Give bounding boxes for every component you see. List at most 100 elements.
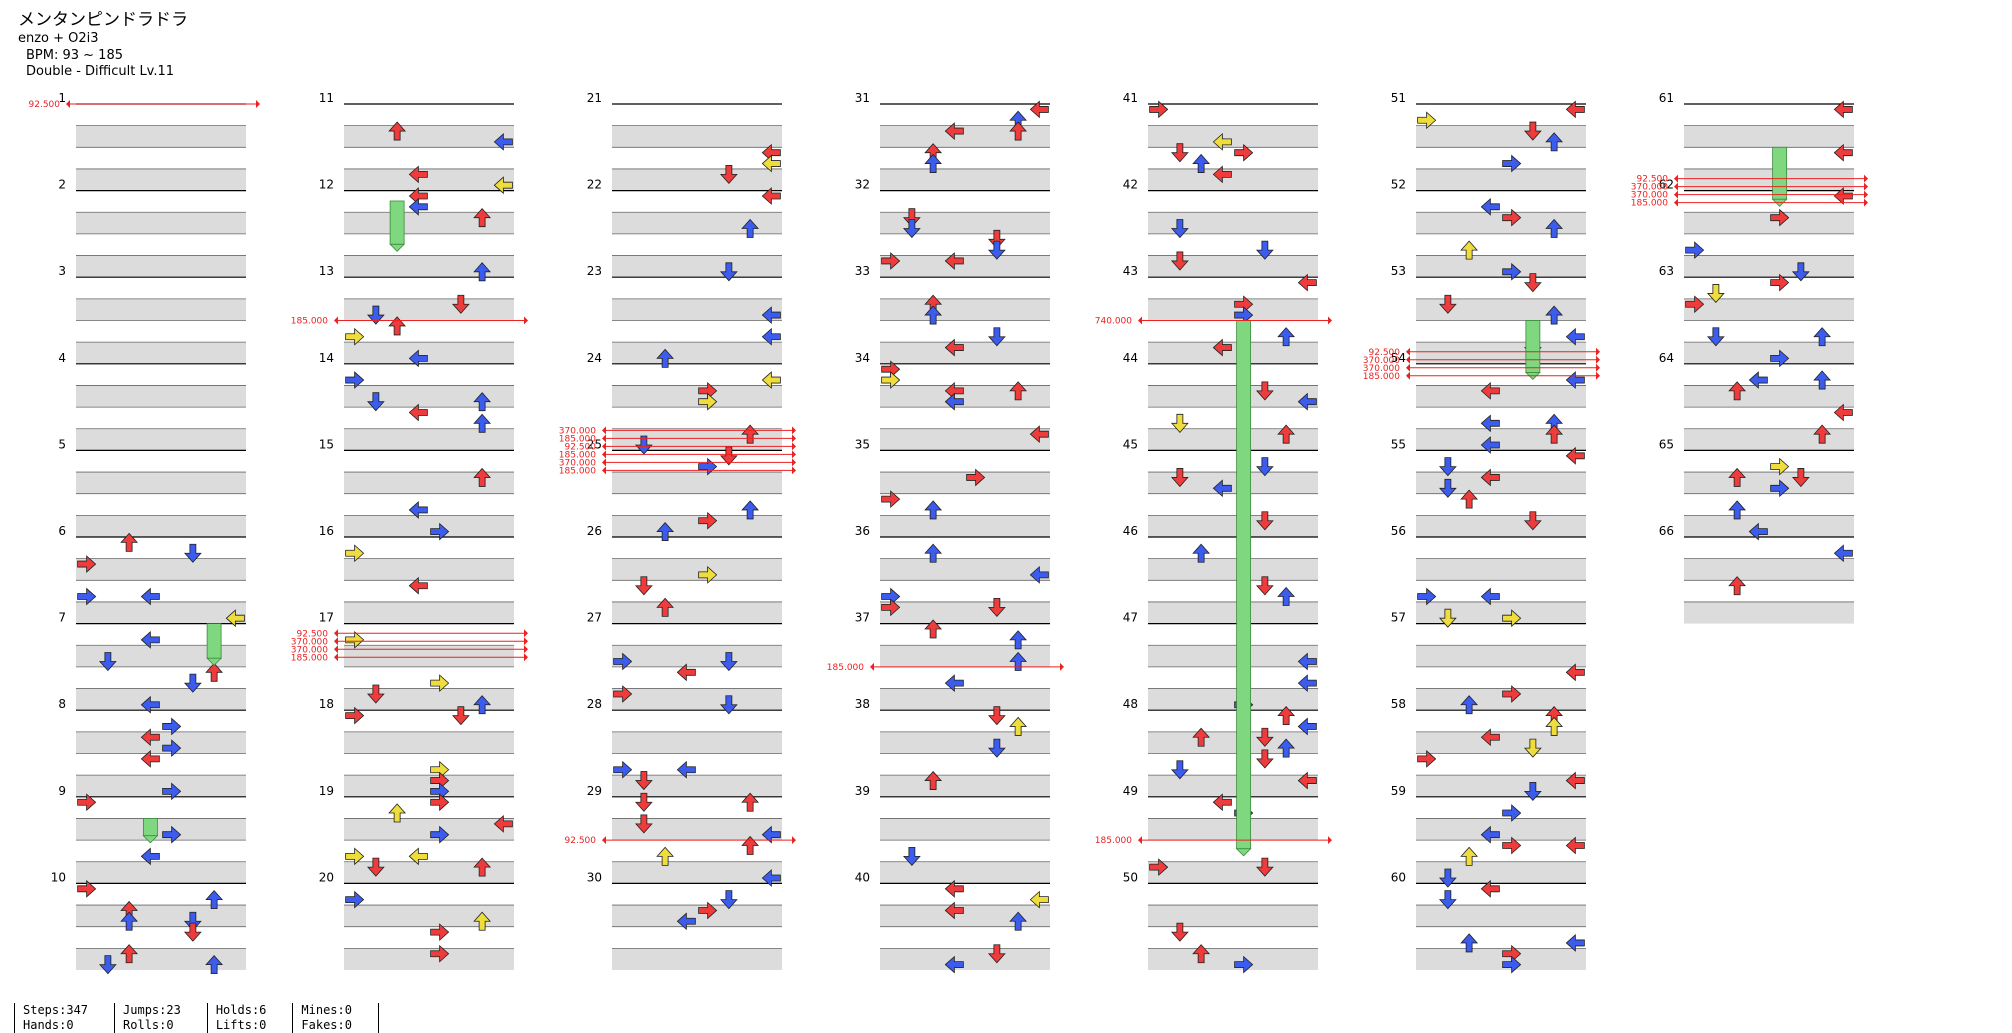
bpm-label: 92.500 [297, 629, 329, 639]
stats-group-mines: Mines:0 Fakes:0 [292, 1003, 374, 1033]
measure-number: 8 [58, 697, 66, 711]
step-arrow [656, 521, 675, 541]
beat-band [1148, 212, 1318, 234]
beat-band [880, 298, 1050, 321]
step-arrow [1523, 121, 1542, 141]
step-arrow [656, 348, 675, 368]
step-arrow [881, 598, 901, 617]
step-arrow [493, 814, 513, 833]
measure-number: 45 [1123, 437, 1138, 451]
beat-band [76, 948, 246, 970]
beat-band [880, 688, 1050, 711]
beat-band [612, 428, 782, 451]
step-arrow [1480, 728, 1500, 747]
bpm-marker-right [1864, 198, 1868, 207]
bpm-label: 370.000 [291, 645, 328, 655]
step-arrow [1833, 100, 1853, 119]
beat-band [1416, 125, 1586, 148]
step-arrow [1480, 468, 1500, 487]
measure-number: 30 [587, 870, 602, 884]
step-arrow [1565, 327, 1585, 346]
beat-band [344, 298, 514, 321]
step-arrow [388, 803, 407, 823]
beat-band [76, 472, 246, 494]
beat-band [344, 775, 514, 797]
beat-band [344, 601, 514, 624]
measure-number: 22 [587, 178, 602, 192]
hold-tail [142, 835, 159, 844]
step-arrow [1833, 187, 1853, 205]
bpm-marker-left [602, 450, 606, 459]
beat-band [344, 168, 514, 191]
step-arrow [451, 294, 470, 314]
beat-band [880, 558, 1050, 581]
beat-band [1148, 125, 1318, 148]
step-arrow [408, 403, 428, 422]
song-header: メンタンピンドラドラ enzo + O2i3 BPM: 93 ~ 185 Dou… [18, 10, 188, 80]
step-arrow [1438, 890, 1457, 910]
step-arrow [698, 565, 718, 584]
step-arrow [1297, 771, 1317, 790]
beat-band [1684, 168, 1854, 191]
beat-band [344, 515, 514, 537]
step-arrow [1480, 825, 1500, 844]
bpm-label: 92.500 [565, 442, 597, 452]
beat-band [76, 775, 246, 797]
step-arrow [881, 371, 901, 389]
step-arrow [987, 240, 1006, 260]
step-arrow [1170, 413, 1189, 433]
stats-footer: Steps:347 Hands:0 Jumps:23 Rolls:0 Holds… [14, 1003, 391, 1033]
beat-band [1684, 298, 1854, 321]
measure-number: 40 [855, 870, 870, 884]
beat-band [344, 255, 514, 278]
step-arrow [1502, 955, 1522, 974]
bpm-marker-right [792, 450, 796, 459]
measure-number: 28 [587, 697, 602, 711]
step-arrow [366, 684, 385, 704]
step-arrow [408, 165, 428, 184]
measure-number: 18 [319, 697, 334, 711]
bpm-marker-right [792, 836, 796, 845]
measure-number: 20 [319, 870, 334, 884]
bpm-marker-right [256, 100, 260, 108]
bpm-label: 185.000 [1095, 836, 1132, 846]
beat-band [1148, 342, 1318, 364]
step-arrow [761, 869, 781, 887]
hold-body [1772, 146, 1788, 200]
step-arrow [719, 695, 738, 715]
step-arrow [1502, 836, 1522, 855]
step-arrow [719, 262, 738, 282]
beat-band [76, 298, 246, 321]
measure-number: 43 [1123, 264, 1138, 278]
step-arrow [1728, 467, 1747, 487]
measure-number: 56 [1391, 524, 1406, 538]
hold-tail [389, 243, 406, 252]
beat-band [76, 731, 246, 754]
step-arrow [1417, 111, 1437, 130]
beat-band [880, 645, 1050, 667]
beat-band [76, 861, 246, 884]
bpm-marker-right [1864, 174, 1868, 183]
bpm-marker-left [1138, 316, 1142, 325]
step-arrow [944, 955, 964, 974]
beat-band [1416, 515, 1586, 537]
measure-number: 34 [855, 351, 870, 365]
step-arrow [1480, 381, 1500, 400]
step-arrow [1255, 240, 1274, 260]
step-arrow [944, 879, 964, 898]
step-arrow [676, 912, 696, 931]
bpm-marker-left [602, 442, 606, 451]
bpm-label: 370.000 [1631, 191, 1668, 201]
measure-number: 9 [58, 784, 66, 798]
step-arrow [1502, 609, 1522, 628]
step-arrow [1297, 273, 1317, 292]
measure-number: 7 [58, 611, 66, 625]
measure-number: 65 [1659, 437, 1674, 451]
beat-band [1148, 558, 1318, 581]
measure-number: 63 [1659, 264, 1674, 278]
bpm-marker-right [792, 466, 796, 475]
step-arrow [944, 252, 964, 270]
step-arrow [1212, 165, 1232, 184]
bpm-marker-left [602, 426, 606, 435]
measure-number: 14 [319, 351, 334, 365]
